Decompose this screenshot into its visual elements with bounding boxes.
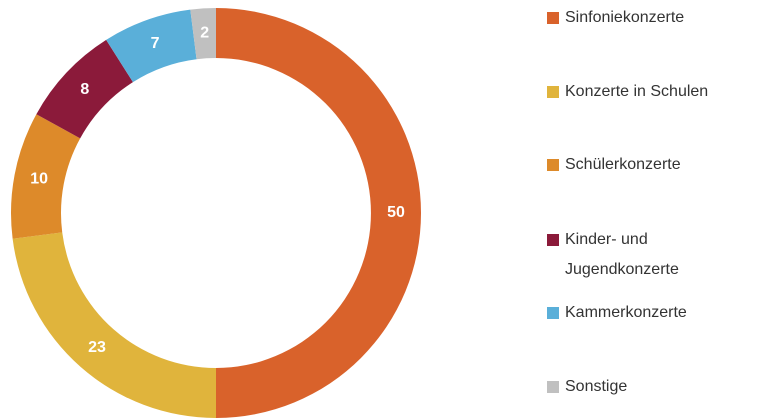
- donut-slice: [10, 114, 81, 239]
- legend-swatch: [547, 307, 559, 319]
- legend-swatch: [547, 12, 559, 24]
- legend-swatch: [547, 381, 559, 393]
- legend-label: Schülerkonzerte: [565, 156, 681, 173]
- donut: 50 23 10 8 7 2: [10, 8, 421, 418]
- legend-item: Schülerkonzerte: [547, 150, 747, 180]
- legend-swatch: [547, 86, 559, 98]
- legend-label: Konzerte in Schulen: [565, 83, 709, 100]
- donut-slice: [36, 39, 133, 139]
- legend-item: Kammerkonzerte: [547, 298, 747, 328]
- data-label: 2: [200, 25, 209, 42]
- data-label: 8: [80, 81, 89, 98]
- data-label: 23: [88, 339, 106, 356]
- donut-slice: [106, 9, 197, 83]
- legend-label: Sonstige: [565, 378, 628, 395]
- legend-item: Sinfoniekonzerte: [547, 3, 747, 33]
- donut-slice: [190, 8, 216, 60]
- donut-slice: [216, 8, 421, 418]
- legend-label: Sinfoniekonzerte: [565, 9, 685, 26]
- legend-label: Kinder- und Jugendkonzerte: [565, 231, 679, 278]
- donut-slice: [12, 232, 217, 418]
- legend-item: Kinder- und Jugendkonzerte: [547, 225, 747, 285]
- legend-item: Konzerte in Schulen: [547, 77, 747, 107]
- legend-swatch: [547, 159, 559, 171]
- legend-swatch: [547, 234, 559, 246]
- data-label: 7: [151, 35, 160, 52]
- data-label: 50: [387, 204, 405, 221]
- legend-item: Sonstige: [547, 372, 747, 402]
- legend-label: Kammerkonzerte: [565, 304, 687, 321]
- data-label: 10: [30, 170, 48, 187]
